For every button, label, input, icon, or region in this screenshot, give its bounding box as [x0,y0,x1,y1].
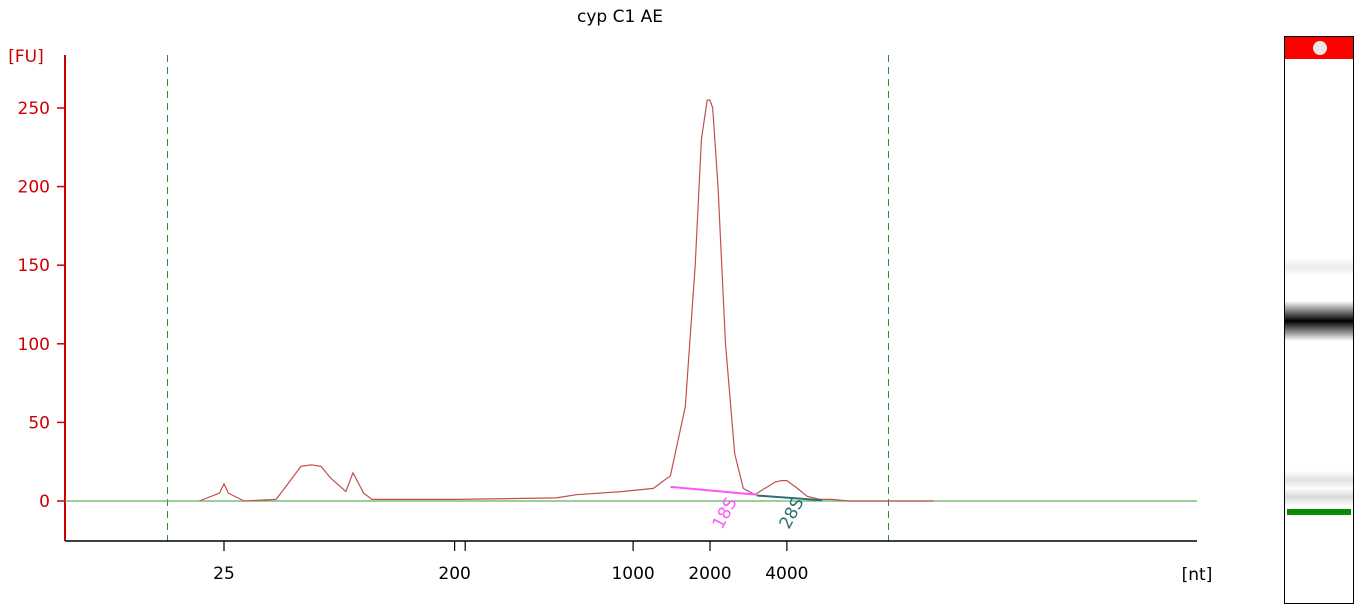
gel-band-2 [1285,301,1353,341]
x-axis-label: [nt] [1182,565,1213,585]
y-tick-label-150: 150 [18,256,50,276]
x-tick-label-25: 25 [213,564,235,584]
gel-lower-marker [1287,509,1351,515]
region-label-18s: 18S [709,494,742,532]
x-tick-label-200: 200 [438,564,470,584]
y-ticks: 0 50 100 150 200 250 [18,99,65,512]
gel-lane-image [1284,36,1354,604]
chart-title: cyp C1 AE [577,7,663,27]
y-tick-label-50: 50 [28,413,50,433]
region-label-28s: 28S [776,494,809,532]
marker-dot-icon [1313,41,1327,55]
fluorescence-trace-1 [199,99,934,502]
x-tick-label-4000: 4000 [765,564,808,584]
y-tick-label-200: 200 [18,178,50,198]
y-tick-label-250: 250 [18,99,50,119]
x-tick-label-2000: 2000 [688,564,731,584]
gel-band-4 [1285,488,1353,507]
y-axis-label: [FU] [8,47,44,67]
region-layer: 18S 28S [670,485,823,532]
x-tick-label-1000: 1000 [611,564,654,584]
gel-band-1 [1285,258,1353,277]
electropherogram-chart: 0 50 100 150 200 250 25 200 1000 2000 4000 18S 28S… [8,7,1213,585]
y-tick-label-100: 100 [18,335,50,355]
region-line-28s [756,494,823,502]
axes [64,55,1197,542]
analysis-window-lines [167,55,889,541]
x-ticks: 25 200 1000 2000 4000 [213,541,809,584]
region-line-18s [670,485,757,496]
gel-top-marker [1285,37,1353,59]
y-tick-label-0: 0 [39,492,50,512]
series-layer [65,99,1197,502]
gel-band-3 [1285,471,1353,490]
